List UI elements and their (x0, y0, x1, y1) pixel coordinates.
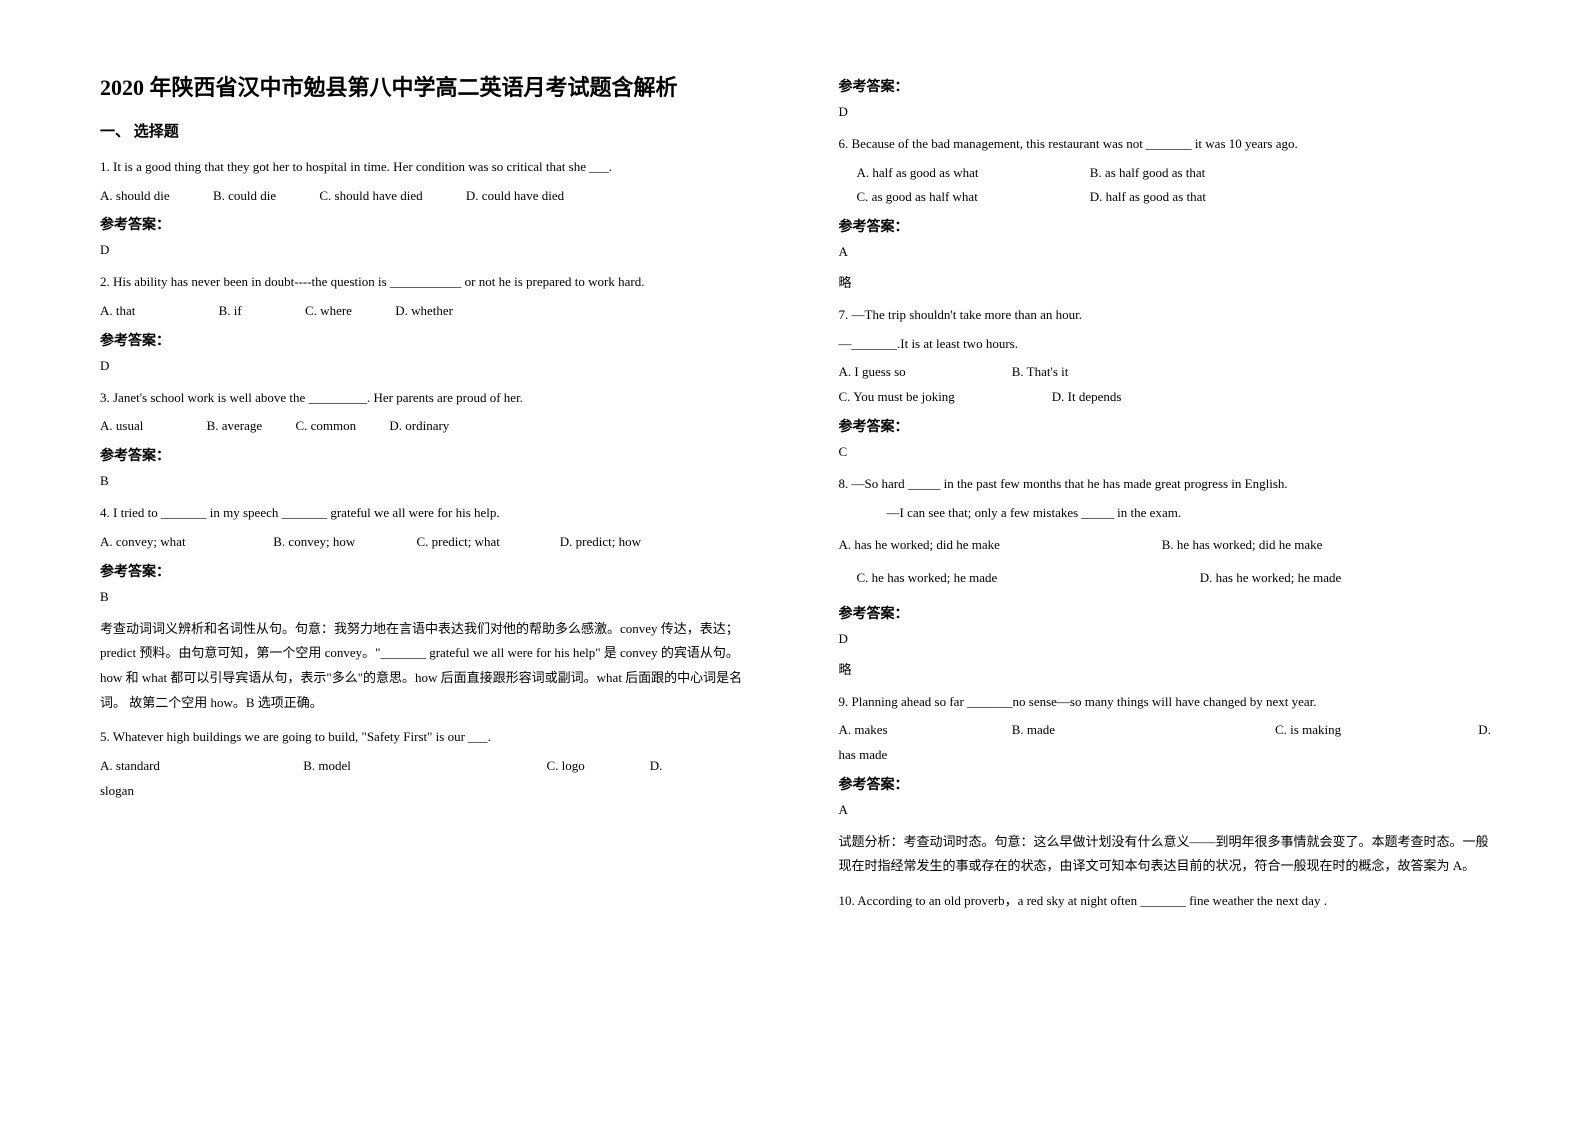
answer-label: 参考答案： (839, 416, 1498, 436)
q2-opt-c: C. where (305, 299, 352, 324)
q5-opt-a: A. standard (100, 754, 300, 779)
q8-opt-d: D. has he worked; he made (1200, 566, 1342, 591)
question-10-text: 10. According to an old proverb，a red sk… (839, 889, 1498, 914)
q3-opt-c: C. common (295, 414, 356, 439)
question-2-text: 2. His ability has never been in doubt--… (100, 270, 759, 295)
question-1-options: A. should die B. could die C. should hav… (100, 184, 759, 209)
q8-answer: D (839, 631, 1498, 647)
q4-opt-d: D. predict; how (560, 530, 641, 555)
q3-opt-a: A. usual (100, 414, 143, 439)
q4-explain: 考查动词词义辨析和名词性从句。句意：我努力地在言语中表达我们对他的帮助多么感激。… (100, 617, 759, 716)
q4-answer: B (100, 589, 759, 605)
question-8-text1: 8. —So hard _____ in the past few months… (839, 472, 1498, 497)
q6-lue: 略 (839, 272, 1498, 291)
q2-opt-d: D. whether (395, 299, 453, 324)
q3-opt-b: B. average (207, 414, 263, 439)
q9-answer: A (839, 802, 1498, 818)
q9-opt-c: C. is making (1275, 718, 1475, 743)
question-7-options: A. I guess so B. That's it C. You must b… (839, 360, 1498, 409)
q6-opt-b: B. as half good as that (1090, 161, 1240, 186)
q1-opt-c: C. should have died (319, 184, 422, 209)
section-heading: 一、 选择题 (100, 120, 759, 141)
answer-label: 参考答案： (839, 774, 1498, 794)
q5-opt-c: C. logo (547, 754, 647, 779)
q3-answer: B (100, 473, 759, 489)
answer-label: 参考答案： (100, 561, 759, 581)
q8-opt-b: B. he has worked; did he make (1162, 533, 1323, 558)
q4-opt-c: C. predict; what (417, 530, 557, 555)
q7-opt-a: A. I guess so (839, 360, 1009, 385)
q6-opt-c: C. as good as half what (857, 185, 1087, 210)
q5-opt-d-cont: slogan (100, 779, 759, 804)
q1-answer: D (100, 242, 759, 258)
q1-opt-b: B. could die (213, 184, 276, 209)
answer-label: 参考答案： (100, 214, 759, 234)
question-8-text2: —I can see that; only a few mistakes ___… (887, 501, 1498, 526)
question-5-options: A. standard B. model C. logo D. (100, 754, 759, 779)
question-5-text: 5. Whatever high buildings we are going … (100, 725, 759, 750)
answer-label: 参考答案： (839, 76, 1498, 96)
q9-opt-d-cont: has made (839, 743, 1498, 768)
q1-opt-a: A. should die (100, 184, 170, 209)
q3-opt-d: D. ordinary (389, 414, 449, 439)
q1-opt-d: D. could have died (466, 184, 564, 209)
q9-opt-b: B. made (1012, 718, 1272, 743)
question-7-text1: 7. —The trip shouldn't take more than an… (839, 303, 1498, 328)
q2-opt-a: A. that (100, 299, 135, 324)
question-8-options: A. has he worked; did he make B. he has … (839, 533, 1498, 590)
question-4-text: 4. I tried to _______ in my speech _____… (100, 501, 759, 526)
question-4-options: A. convey; what B. convey; how C. predic… (100, 530, 759, 555)
q7-opt-d: D. It depends (1052, 385, 1122, 410)
q2-answer: D (100, 358, 759, 374)
q2-opt-b: B. if (219, 299, 242, 324)
q6-answer: A (839, 244, 1498, 260)
q4-opt-a: A. convey; what (100, 530, 270, 555)
question-3-options: A. usual B. average C. common D. ordinar… (100, 414, 759, 439)
q7-opt-c: C. You must be joking (839, 385, 1049, 410)
question-3-text: 3. Janet's school work is well above the… (100, 386, 759, 411)
q5-opt-d: D. (650, 754, 663, 779)
answer-label: 参考答案： (839, 603, 1498, 623)
q5-answer: D (839, 104, 1498, 120)
q9-opt-a: A. makes (839, 718, 1009, 743)
answer-label: 参考答案： (839, 216, 1498, 236)
question-2-options: A. that B. if C. where D. whether (100, 299, 759, 324)
question-9-options: A. makes B. made C. is making D. (839, 718, 1498, 743)
q9-explain: 试题分析：考查动词时态。句意：这么早做计划没有什么意义——到明年很多事情就会变了… (839, 830, 1498, 879)
page-title: 2020 年陕西省汉中市勉县第八中学高二英语月考试题含解析 (100, 70, 759, 102)
answer-label: 参考答案： (100, 330, 759, 350)
question-6-options: A. half as good as what B. as half good … (839, 161, 1498, 210)
question-6-text: 6. Because of the bad management, this r… (839, 132, 1498, 157)
question-1-text: 1. It is a good thing that they got her … (100, 155, 759, 180)
q9-opt-d: D. (1478, 718, 1491, 743)
q7-answer: C (839, 444, 1498, 460)
answer-label: 参考答案： (100, 445, 759, 465)
q6-opt-a: A. half as good as what (857, 161, 1087, 186)
q7-opt-b: B. That's it (1012, 360, 1069, 385)
question-9-text: 9. Planning ahead so far _______no sense… (839, 690, 1498, 715)
question-7-text2: —_______.It is at least two hours. (839, 332, 1498, 357)
q5-opt-b: B. model (303, 754, 543, 779)
q8-opt-a: A. has he worked; did he make (839, 533, 1159, 558)
q8-opt-c: C. he has worked; he made (857, 566, 1197, 591)
q8-lue: 略 (839, 659, 1498, 678)
q4-opt-b: B. convey; how (273, 530, 413, 555)
q6-opt-d: D. half as good as that (1090, 185, 1240, 210)
